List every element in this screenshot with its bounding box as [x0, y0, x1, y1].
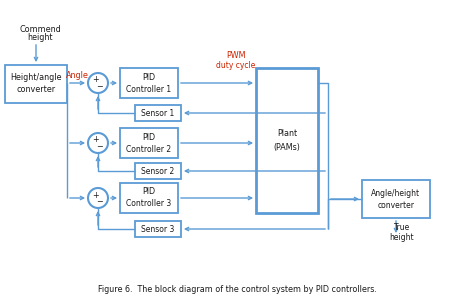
Bar	[135, 105, 181, 121]
Text: Angle: Angle	[66, 70, 89, 79]
Text: PID: PID	[143, 132, 155, 141]
Text: −: −	[97, 197, 103, 206]
Text: (PAMs): (PAMs)	[273, 143, 301, 152]
Text: Sensor 2: Sensor 2	[141, 166, 174, 175]
Text: PWM: PWM	[226, 51, 246, 60]
Text: +: +	[91, 76, 98, 85]
Bar	[5, 65, 67, 103]
Text: −: −	[97, 82, 103, 92]
Text: True: True	[394, 224, 410, 232]
Text: +: +	[91, 135, 98, 144]
Text: height: height	[390, 234, 414, 243]
Text: height: height	[27, 33, 53, 42]
Text: Height/angle: Height/angle	[10, 73, 62, 82]
Bar	[135, 221, 181, 237]
Text: PID: PID	[143, 73, 155, 82]
Text: Controller 2: Controller 2	[127, 144, 172, 154]
Text: duty cycle: duty cycle	[216, 61, 255, 70]
Circle shape	[88, 188, 108, 208]
Text: Controller 3: Controller 3	[127, 200, 172, 209]
Text: Sensor 3: Sensor 3	[141, 225, 175, 234]
Text: Plant: Plant	[277, 129, 297, 138]
Text: −: −	[97, 142, 103, 151]
Text: Controller 1: Controller 1	[127, 85, 172, 94]
Bar	[256, 68, 318, 213]
Bar	[135, 163, 181, 179]
Bar	[120, 68, 178, 98]
Text: PID: PID	[143, 188, 155, 197]
Bar	[120, 128, 178, 158]
Text: Sensor 1: Sensor 1	[141, 108, 174, 117]
Bar	[120, 183, 178, 213]
Circle shape	[88, 133, 108, 153]
Text: converter: converter	[17, 85, 55, 95]
Circle shape	[88, 73, 108, 93]
Text: converter: converter	[377, 200, 414, 209]
Text: Figure 6.  The block diagram of the control system by PID controllers.: Figure 6. The block diagram of the contr…	[98, 284, 376, 293]
Text: Angle/height: Angle/height	[372, 188, 420, 197]
Text: Commend: Commend	[19, 24, 61, 33]
Bar	[362, 180, 430, 218]
Text: +: +	[91, 191, 98, 200]
